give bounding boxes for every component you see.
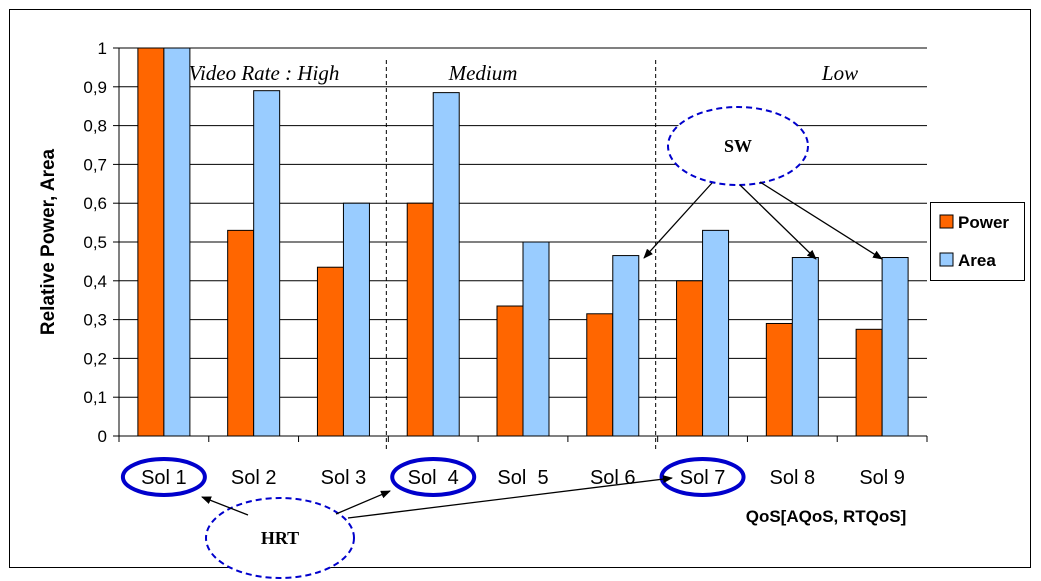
legend-swatch-area [939, 252, 954, 267]
x-tick-labels: Sol 1 Sol 2 Sol 3 Sol 4 Sol 5 Sol 6 Sol 7 Sol 8… [120, 457, 905, 497]
group-label: Low [821, 61, 858, 85]
bar-power-8 [765, 322, 793, 437]
y-tick-label: 0,2 [83, 349, 107, 368]
annotations: SW HRT [201, 106, 883, 579]
y-tick-labels: 0 0,1 0,2 0,3 0,4 0,5 0,6 0,7 0,8 0,9 1 [83, 39, 107, 446]
hrt-arrow [347, 475, 673, 519]
legend-label-area: Area [958, 251, 996, 270]
bar-power-9 [855, 328, 883, 437]
bar-area-7 [702, 229, 730, 437]
highlight-ellipse [659, 457, 746, 497]
x-tick-label: Sol 2 [231, 467, 277, 489]
x-tick-label: Sol 5 [497, 467, 548, 489]
x-tick-label: Sol 7 [680, 467, 726, 489]
sw-annotation-label: SW [724, 136, 752, 156]
bar-power-1 [137, 47, 165, 437]
bar-power-7 [676, 280, 704, 437]
y-tick-label: 0,5 [83, 233, 107, 252]
hrt-arrow [335, 490, 391, 515]
bar-power-4 [406, 202, 434, 437]
group-dividers [385, 60, 657, 450]
bar-area-1 [163, 47, 191, 437]
y-tick-label: 0,6 [83, 194, 107, 213]
hrt-annotation-ellipse [205, 497, 355, 579]
y-axis-title: Relative Power, Area [38, 148, 59, 335]
bar-power-6 [586, 313, 614, 437]
y-tick-label: 1 [98, 39, 107, 58]
group-label: Video Rate : High [189, 61, 340, 85]
legend-swatch-power [939, 214, 954, 229]
x-tick-label: Sol 4 [408, 467, 459, 489]
y-tick-label: 0 [98, 427, 107, 446]
sw-annotation-ellipse [667, 106, 809, 186]
hrt-arrow [201, 496, 249, 516]
y-tick-label: 0,8 [83, 117, 107, 136]
bar-area-5 [522, 241, 550, 437]
y-tick-label: 0,1 [83, 388, 107, 407]
group-label: Medium [448, 61, 518, 85]
bar-area-2 [253, 90, 281, 437]
x-tick-label: Sol 8 [770, 467, 816, 489]
bar-power-2 [227, 229, 255, 437]
x-tick-label: Sol 9 [859, 467, 905, 489]
sw-arrow [739, 184, 817, 260]
x-axis-title: QoS[AQoS, RTQoS] [746, 507, 907, 526]
sw-arrow [759, 181, 883, 260]
bar-area-3 [342, 202, 370, 437]
highlight-ellipse [390, 457, 477, 497]
y-tick-label: 0,4 [83, 272, 107, 291]
y-tick-label: 0,9 [83, 78, 107, 97]
group-labels: Video Rate : High Medium Low [189, 61, 858, 85]
bar-power-5 [496, 305, 524, 437]
legend: Power Area [930, 202, 1025, 281]
x-tick-label: Sol 3 [321, 467, 367, 489]
y-tick-label: 0,7 [83, 155, 107, 174]
y-tick-label: 0,3 [83, 311, 107, 330]
highlight-ellipse [120, 457, 207, 497]
axes [113, 47, 928, 442]
hrt-annotation-label: HRT [261, 528, 299, 548]
x-tick-label: Sol 1 [141, 467, 187, 489]
bar-area-8 [791, 257, 819, 437]
bar-area-4 [432, 92, 460, 437]
bar-area-9 [881, 257, 909, 437]
legend-label-power: Power [958, 213, 1009, 232]
bars [137, 47, 909, 437]
sw-arrow [643, 182, 713, 259]
bar-area-6 [612, 255, 640, 437]
bar-power-3 [316, 266, 344, 437]
